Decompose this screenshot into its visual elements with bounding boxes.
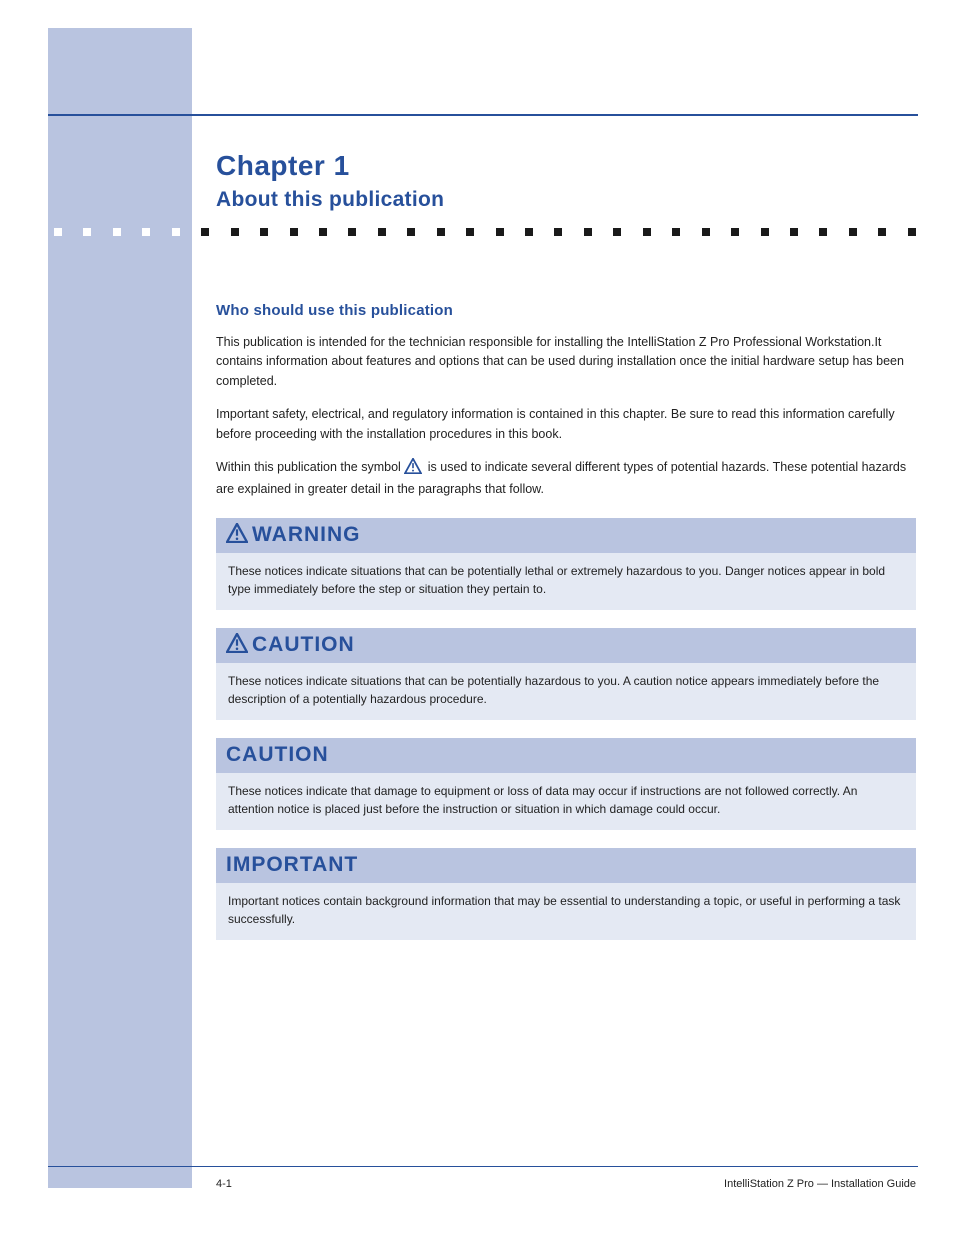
- divider-dot: [319, 228, 327, 236]
- para3-prefix: Within this publication the symbol: [216, 460, 404, 474]
- divider-dot: [348, 228, 356, 236]
- divider-dot: [466, 228, 474, 236]
- divider-dot: [83, 228, 91, 236]
- callout-body: These notices indicate situations that c…: [216, 663, 916, 720]
- intro-paragraph-3: Within this publication the symbol is us…: [216, 458, 916, 500]
- divider-dot: [378, 228, 386, 236]
- callout-header: CAUTION: [216, 738, 916, 773]
- page-footer: 4-1 IntelliStation Z Pro — Installation …: [216, 1178, 916, 1190]
- divider-dot: [142, 228, 150, 236]
- divider-dot: [231, 228, 239, 236]
- divider-dot: [819, 228, 827, 236]
- callout-title-text: IMPORTANT: [226, 853, 358, 877]
- divider-dot: [790, 228, 798, 236]
- divider-dot: [702, 228, 710, 236]
- callout-body: These notices indicate situations that c…: [216, 553, 916, 610]
- callout-header: CAUTION: [216, 628, 916, 663]
- callout-header: WARNING: [216, 518, 916, 553]
- divider-dot: [878, 228, 886, 236]
- section-heading: Who should use this publication: [216, 302, 916, 319]
- sidebar-band: [48, 28, 192, 1188]
- main-content: Who should use this publication This pub…: [216, 260, 916, 940]
- callout-caution: CAUTION These notices indicate that damag…: [216, 738, 916, 830]
- footer-doc-title: IntelliStation Z Pro — Installation Guid…: [724, 1178, 916, 1190]
- callout-caution-icon: CAUTION These notices indicate situations…: [216, 628, 916, 720]
- callout-body: These notices indicate that damage to eq…: [216, 773, 916, 830]
- callout-title-text: WARNING: [252, 523, 361, 547]
- footer-page-number: 4-1: [216, 1178, 232, 1190]
- divider-dot: [113, 228, 121, 236]
- callout-body: Important notices contain background inf…: [216, 883, 916, 940]
- divider-dot: [201, 228, 209, 236]
- divider-dot: [643, 228, 651, 236]
- callout-title: IMPORTANT: [226, 853, 906, 877]
- hazard-triangle-icon: [404, 458, 422, 480]
- callout-title-text: CAUTION: [252, 633, 355, 657]
- divider-dot: [260, 228, 268, 236]
- divider-dot: [554, 228, 562, 236]
- divider-dot: [437, 228, 445, 236]
- divider-dot: [761, 228, 769, 236]
- dotted-divider: [54, 228, 916, 238]
- divider-dot: [525, 228, 533, 236]
- divider-dot: [290, 228, 298, 236]
- callout-title: WARNING: [226, 523, 906, 547]
- divider-dot: [849, 228, 857, 236]
- hazard-triangle-icon: [226, 633, 248, 657]
- intro-paragraph-1: This publication is intended for the tec…: [216, 333, 916, 391]
- callout-title: CAUTION: [226, 633, 906, 657]
- callout-important: IMPORTANT Important notices contain backg…: [216, 848, 916, 940]
- chapter-title: About this publication: [216, 188, 444, 212]
- callout-header: IMPORTANT: [216, 848, 916, 883]
- bottom-horizontal-rule: [48, 1166, 918, 1167]
- divider-dot: [672, 228, 680, 236]
- divider-dot: [613, 228, 621, 236]
- divider-dot: [496, 228, 504, 236]
- callouts-container: WARNING These notices indicate situations…: [216, 518, 916, 940]
- chapter-number: Chapter 1: [216, 150, 350, 182]
- divider-dot: [731, 228, 739, 236]
- divider-dot: [407, 228, 415, 236]
- divider-dot: [172, 228, 180, 236]
- divider-dot: [908, 228, 916, 236]
- callout-warning: WARNING These notices indicate situations…: [216, 518, 916, 610]
- divider-dot: [54, 228, 62, 236]
- divider-dot: [584, 228, 592, 236]
- callout-title: CAUTION: [226, 743, 906, 767]
- hazard-triangle-icon: [226, 523, 248, 547]
- top-horizontal-rule: [48, 114, 918, 116]
- callout-title-text: CAUTION: [226, 743, 329, 767]
- intro-paragraph-2: Important safety, electrical, and regula…: [216, 405, 916, 444]
